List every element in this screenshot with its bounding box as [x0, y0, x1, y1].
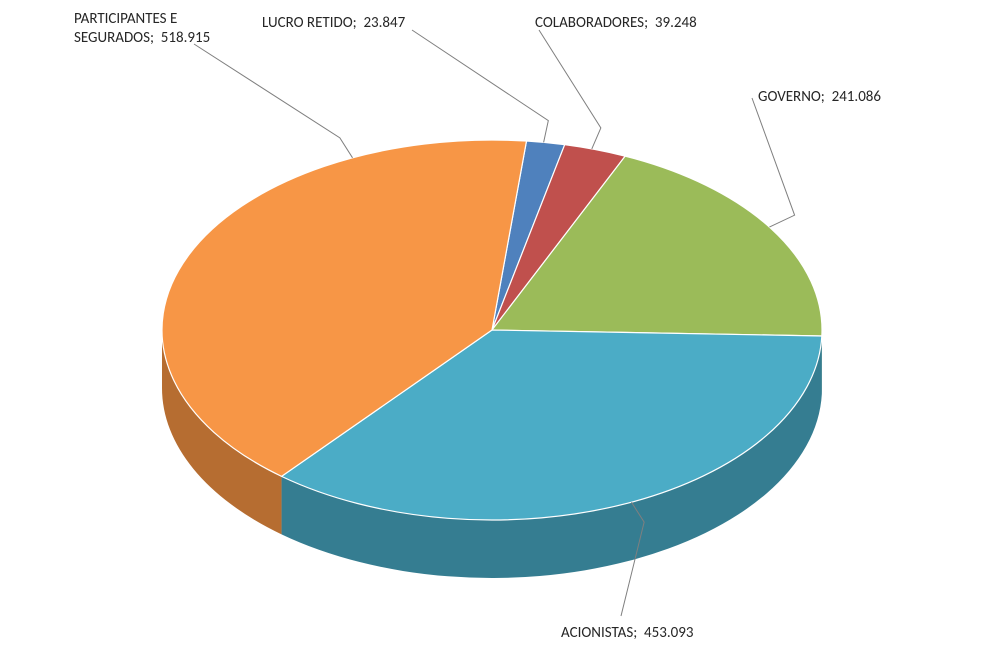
label-acionistas: ACIONISTAS; 453.093 [561, 624, 693, 643]
leader-lucro [412, 30, 548, 142]
label-governo: GOVERNO; 241.086 [758, 88, 881, 107]
leader-governo [752, 98, 795, 227]
label-text: LUCRO RETIDO; 23.847 [262, 14, 405, 32]
label-text: ACIONISTAS; 453.093 [561, 624, 693, 642]
label-participantes: PARTICIPANTES E SEGURADOS; 518.915 [74, 10, 210, 48]
label-text: COLABORADORES; 39.248 [535, 14, 697, 32]
label-text: GOVERNO; 241.086 [758, 88, 881, 106]
label-lucro: LUCRO RETIDO; 23.847 [262, 14, 405, 33]
label-text: PARTICIPANTES E SEGURADOS; 518.915 [74, 10, 210, 47]
label-colaboradores: COLABORADORES; 39.248 [535, 14, 697, 33]
leader-participantes [194, 44, 353, 158]
leader-colaboradores [539, 30, 601, 149]
